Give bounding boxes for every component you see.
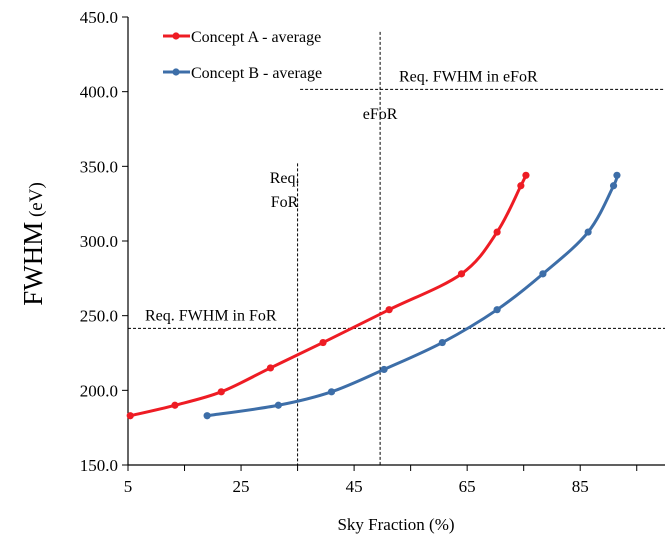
x-tick-label: 65	[459, 477, 476, 496]
y-axis-label-unit: (eV)	[26, 182, 47, 222]
data-point	[522, 171, 530, 179]
axes-layer: 150.0 200.0 250.0 300.0 350.0 400.0 450.0 5 25 45…	[80, 8, 665, 496]
data-point	[171, 401, 179, 409]
series-layer	[126, 171, 621, 420]
y-tick-label: 350.0	[80, 157, 118, 176]
y-tick-label: 200.0	[80, 381, 118, 400]
x-tick-label: 25	[233, 477, 250, 496]
y-tick-label: 300.0	[80, 232, 118, 251]
data-point	[385, 306, 393, 314]
series-line-concept-a	[129, 174, 528, 418]
reference-label: FoR	[271, 194, 299, 211]
x-tick-label: 85	[572, 477, 589, 496]
data-point	[203, 412, 211, 420]
y-axis-label: FWHM (eV)	[18, 182, 48, 306]
data-point	[517, 182, 525, 190]
data-point	[380, 365, 388, 374]
y-tick-label: 450.0	[80, 8, 118, 27]
legend-label: Concept B - average	[191, 65, 322, 82]
data-point	[584, 228, 592, 236]
reference-label: Req. FWHM in eFoR	[399, 68, 538, 85]
data-point	[327, 388, 336, 396]
y-axis-label-main: FWHM	[18, 222, 48, 306]
legend-label: Concept A - average	[191, 29, 321, 46]
data-point	[493, 306, 501, 314]
x-tick-label: 45	[346, 477, 363, 496]
y-tick-label: 250.0	[80, 307, 118, 326]
data-point	[126, 412, 134, 420]
legend-swatch-marker	[172, 32, 180, 40]
y-tick-label: 400.0	[80, 83, 118, 102]
reference-label: eFoR	[363, 106, 398, 123]
reference-label: Req.	[270, 170, 300, 187]
data-point	[539, 270, 547, 278]
reference-lines-layer: Req. FoR eFoR Req. FWHM in eFoR Req. FWHM in…	[128, 31, 665, 465]
y-tick-label: 150.0	[80, 456, 118, 475]
data-point	[319, 338, 327, 347]
data-point	[266, 364, 275, 372]
data-point	[609, 182, 618, 190]
legend-swatch-marker	[172, 68, 180, 76]
data-point	[217, 388, 225, 396]
legend: Concept A - average Concept B - average	[163, 29, 322, 82]
reference-label: Req. FWHM in FoR	[145, 307, 277, 324]
series-line-concept-b	[206, 174, 619, 418]
data-point	[438, 338, 446, 347]
data-point	[274, 401, 282, 409]
x-axis-label: Sky Fraction (%)	[337, 515, 454, 534]
data-point	[493, 228, 501, 236]
x-tick-label: 5	[124, 477, 133, 496]
data-point	[613, 171, 621, 179]
data-point	[457, 270, 466, 278]
